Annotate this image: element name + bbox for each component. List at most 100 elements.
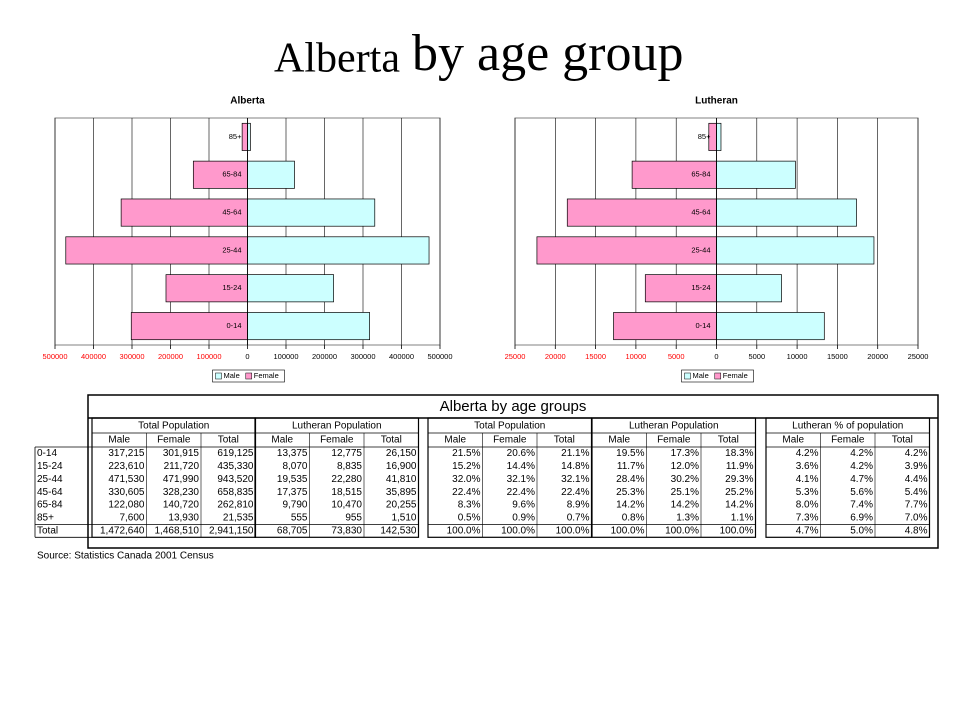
table-cell: 0.7% bbox=[567, 513, 590, 524]
table-cell: 100.0% bbox=[611, 525, 645, 536]
table-cell: 555 bbox=[291, 513, 308, 524]
table-cell: 100.0% bbox=[447, 525, 481, 536]
table-cell: 22,280 bbox=[331, 474, 362, 485]
table-cell: 13,375 bbox=[277, 448, 308, 459]
bar bbox=[247, 274, 334, 303]
table-cell: 0.9% bbox=[512, 513, 535, 524]
table-cell: 28.4% bbox=[616, 474, 644, 485]
slide-title-lead: Alberta bbox=[274, 36, 400, 82]
slide-title-rest: by age group bbox=[412, 25, 683, 82]
row-label: 25-44 bbox=[37, 474, 63, 485]
table-cell: 1,510 bbox=[391, 513, 416, 524]
row-label: 0-14 bbox=[37, 448, 57, 459]
table-cell: 11.7% bbox=[617, 461, 645, 472]
table-cell: 25.2% bbox=[725, 487, 753, 498]
table-cell: 8,835 bbox=[337, 461, 362, 472]
sub-header: Total bbox=[892, 435, 913, 446]
table-cell: 11.9% bbox=[726, 461, 754, 472]
table-cell: 7.0% bbox=[905, 513, 928, 524]
chart-title: Lutheran bbox=[695, 96, 738, 107]
bar bbox=[247, 236, 430, 265]
table-cell: 0.8% bbox=[622, 513, 645, 524]
legend-label: Female bbox=[723, 371, 748, 380]
bar bbox=[192, 160, 248, 189]
table-cell: 13,930 bbox=[168, 513, 199, 524]
table-cell: 14.2% bbox=[616, 500, 644, 511]
table-cell: 619,125 bbox=[217, 448, 254, 459]
table-cell: 9.6% bbox=[512, 500, 535, 511]
table-cell: 7.4% bbox=[850, 500, 873, 511]
x-tick-label: 0 bbox=[245, 352, 249, 361]
bar bbox=[613, 312, 717, 341]
bar bbox=[631, 160, 717, 189]
table-cell: 330,605 bbox=[108, 487, 145, 498]
x-tick-label: 300000 bbox=[119, 352, 144, 361]
bar bbox=[241, 122, 248, 151]
sub-header: Female bbox=[657, 435, 691, 446]
x-tick-label: 0 bbox=[714, 352, 718, 361]
table-cell: 20.6% bbox=[507, 448, 535, 459]
table-cell: 4.2% bbox=[850, 461, 873, 472]
table-title: Alberta by age groups bbox=[440, 398, 587, 415]
bar bbox=[716, 122, 722, 151]
group-header: Lutheran Population bbox=[629, 421, 719, 432]
table-cell: 10,470 bbox=[331, 500, 362, 511]
bar bbox=[716, 160, 796, 189]
bar bbox=[566, 198, 717, 227]
table-cell: 7.7% bbox=[905, 500, 928, 511]
table-cell: 317,215 bbox=[108, 448, 145, 459]
table-cell: 18,515 bbox=[331, 487, 362, 498]
x-tick-label: 10000 bbox=[787, 352, 808, 361]
table-cell: 301,915 bbox=[163, 448, 200, 459]
sub-header: Total bbox=[718, 435, 739, 446]
table-cell: 16,900 bbox=[386, 461, 417, 472]
table-cell: 22.4% bbox=[507, 487, 535, 498]
bar bbox=[716, 312, 825, 341]
table-cell: 12,775 bbox=[331, 448, 362, 459]
x-tick-label: 10000 bbox=[625, 352, 646, 361]
table-cell: 1.3% bbox=[676, 513, 699, 524]
table-cell: 4.2% bbox=[850, 448, 873, 459]
table-cell: 328,230 bbox=[163, 487, 200, 498]
table-cell: 25.3% bbox=[616, 487, 644, 498]
sub-header: Female bbox=[831, 435, 865, 446]
table-cell: 14.4% bbox=[507, 461, 535, 472]
table-cell: 17,375 bbox=[277, 487, 308, 498]
table-cell: 14.2% bbox=[725, 500, 753, 511]
table-cell: 100.0% bbox=[501, 525, 535, 536]
group-box bbox=[254, 417, 420, 538]
table-cell: 20,255 bbox=[386, 500, 417, 511]
table-cell: 262,810 bbox=[217, 500, 254, 511]
table-cell: 3.9% bbox=[905, 461, 928, 472]
x-tick-label: 300000 bbox=[350, 352, 375, 361]
x-tick-label: 25000 bbox=[505, 352, 526, 361]
table-cell: 21,535 bbox=[223, 513, 254, 524]
table-cell: 471,990 bbox=[163, 474, 200, 485]
x-tick-label: 500000 bbox=[42, 352, 67, 361]
bar bbox=[716, 236, 875, 265]
table-cell: 32.1% bbox=[561, 474, 589, 485]
table-cell: 8.0% bbox=[796, 500, 819, 511]
group-box bbox=[765, 417, 931, 538]
table-cell: 26,150 bbox=[386, 448, 417, 459]
table-cell: 8.3% bbox=[458, 500, 481, 511]
table-cell: 223,610 bbox=[108, 461, 145, 472]
category-label: 85+ bbox=[229, 132, 242, 141]
group-box bbox=[591, 417, 757, 538]
x-tick-label: 5000 bbox=[668, 352, 685, 361]
sub-header: Female bbox=[157, 435, 191, 446]
table-cell: 73,830 bbox=[331, 525, 362, 536]
x-tick-label: 100000 bbox=[273, 352, 298, 361]
sub-header: Male bbox=[608, 435, 630, 446]
table-cell: 25.1% bbox=[671, 487, 699, 498]
table-cell: 5.6% bbox=[850, 487, 873, 498]
category-label: 65-84 bbox=[691, 170, 710, 179]
table-cell: 140,720 bbox=[163, 500, 200, 511]
bar bbox=[65, 236, 248, 265]
table-frame bbox=[87, 394, 939, 549]
category-label: 45-64 bbox=[222, 208, 241, 217]
table-cell: 122,080 bbox=[108, 500, 145, 511]
pyramid-chart: Lutheran 25000 20000 15000 10000 5000 0 5000 100… bbox=[505, 96, 928, 383]
table-cell: 21.5% bbox=[452, 448, 480, 459]
x-tick-label: 400000 bbox=[389, 352, 414, 361]
